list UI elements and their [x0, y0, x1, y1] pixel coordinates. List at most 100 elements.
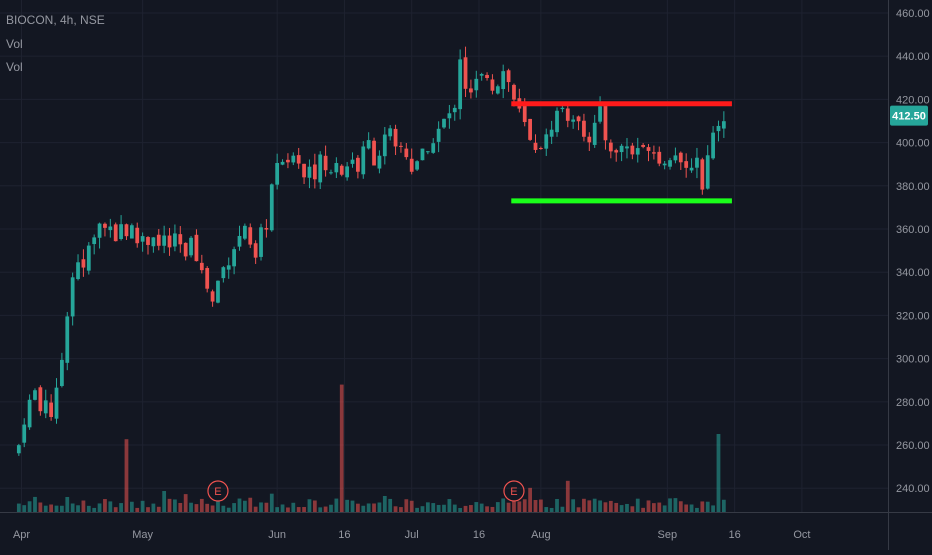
y-tick-label: 380.00 — [896, 181, 930, 193]
volume-bar — [356, 503, 360, 512]
volume-bar — [108, 501, 113, 512]
volume-bar — [302, 507, 306, 512]
candle-body — [409, 158, 414, 172]
candle-body — [119, 224, 123, 239]
volume-bar — [598, 500, 602, 512]
candle-body — [436, 128, 441, 142]
volume-bar — [162, 491, 167, 512]
volume-bar — [97, 503, 102, 512]
candle-body — [377, 155, 382, 169]
candle-body — [173, 233, 177, 247]
candle-body — [189, 237, 193, 256]
volume-bar — [393, 506, 398, 512]
volume-bar — [716, 434, 721, 512]
volume-bar — [512, 501, 516, 512]
volume-bar — [678, 501, 683, 512]
candle-body — [237, 235, 242, 247]
candle-body — [307, 166, 312, 178]
candle-body — [302, 163, 306, 178]
candle-body — [60, 359, 64, 386]
volume-bar — [576, 507, 581, 512]
candle-body — [108, 226, 113, 231]
volume-bar — [199, 498, 204, 512]
candle-body — [269, 184, 274, 231]
volume-bar — [684, 504, 689, 512]
candle-body — [463, 57, 468, 89]
volume-bar — [113, 507, 118, 512]
candle-body — [129, 225, 134, 239]
volume-bar — [345, 499, 350, 512]
candle-body — [124, 224, 129, 237]
candle-body — [232, 249, 236, 267]
candle-body — [86, 245, 91, 271]
volume-bar — [695, 507, 699, 512]
volume-bar — [221, 505, 226, 512]
volume-bar — [81, 500, 86, 512]
volume-bar — [565, 480, 570, 512]
y-tick-label: 400.00 — [896, 138, 930, 150]
volume-bar — [16, 503, 21, 512]
volume-bar — [205, 503, 210, 512]
volume-bar — [291, 502, 296, 512]
symbol-title[interactable]: BIOCON, 4h, NSE — [6, 13, 105, 27]
volume-bar — [662, 505, 667, 512]
x-tick-label: Apr — [13, 529, 30, 541]
volume-bar — [711, 505, 715, 512]
volume-label-1: Vol — [6, 37, 23, 51]
volume-bar — [474, 502, 479, 512]
volume-bar — [549, 507, 554, 512]
volume-bar — [495, 502, 500, 512]
volume-bar — [210, 505, 215, 512]
volume-bar — [259, 502, 263, 512]
volume-bar — [377, 502, 382, 512]
candle-body — [361, 146, 366, 175]
candle-body — [334, 163, 339, 173]
candle-body — [522, 105, 527, 123]
candle-body — [199, 262, 204, 271]
volume-bar — [560, 506, 565, 512]
candle-body — [721, 121, 726, 129]
volume-bar — [312, 500, 317, 512]
candle-body — [113, 224, 118, 242]
volume-bar — [361, 505, 366, 512]
volume-bar — [571, 499, 576, 512]
candle-body — [259, 227, 263, 257]
candle-body — [458, 59, 463, 110]
volume-bar — [700, 501, 705, 512]
candle-body — [205, 268, 210, 289]
candle-body — [81, 259, 86, 268]
candle-body — [560, 107, 565, 110]
volume-bar — [641, 507, 646, 512]
candle-body — [705, 155, 710, 189]
candle-body — [345, 166, 350, 178]
volume-bar — [189, 502, 193, 512]
volume-bar — [673, 498, 678, 512]
candle-body — [565, 108, 570, 121]
candle-body — [425, 151, 430, 153]
candle-body — [533, 142, 538, 150]
candle-body — [716, 125, 721, 132]
volume-bar — [458, 507, 463, 512]
volume-bar — [350, 500, 355, 512]
x-tick-label: 16 — [728, 529, 740, 541]
candle-body — [226, 265, 231, 270]
volume-bar — [237, 498, 242, 512]
volume-bar — [592, 498, 597, 512]
candle-body — [684, 161, 689, 168]
volume-bar — [668, 498, 672, 512]
volume-bar — [721, 499, 726, 512]
x-tick-label: 16 — [473, 529, 485, 541]
candle-body — [678, 152, 683, 163]
volume-bar — [248, 497, 253, 512]
candle-body — [549, 129, 554, 137]
y-tick-label: 300.00 — [896, 354, 930, 366]
volume-bar — [646, 500, 651, 512]
candle-body — [571, 119, 576, 122]
candle-body — [393, 128, 398, 147]
volume-bar — [194, 504, 199, 512]
volume-bar — [242, 500, 247, 512]
volume-bar — [382, 495, 387, 512]
candle-body — [641, 144, 646, 147]
